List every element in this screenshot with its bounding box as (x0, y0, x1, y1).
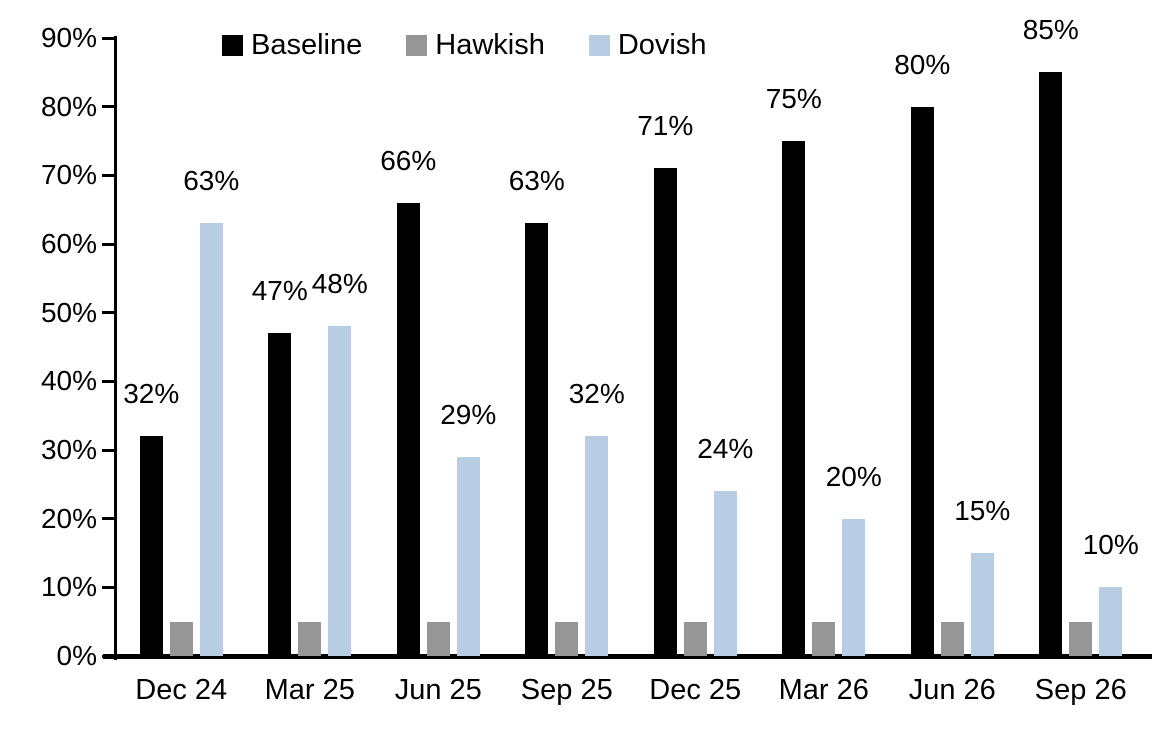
bar-dovish (970, 553, 994, 656)
legend-label: Hawkish (435, 29, 545, 61)
legend-item-hawkish: Hawkish (406, 29, 545, 61)
legend-swatch-baseline-icon (222, 34, 243, 56)
y-tick-mark (102, 585, 115, 589)
data-label-baseline: 85% (1022, 14, 1079, 46)
bar-hawkish (940, 621, 964, 656)
bar-dovish (328, 326, 352, 656)
bar-baseline (525, 223, 549, 656)
data-label-baseline: 47% (251, 275, 308, 307)
y-tick-label: 30% (40, 434, 97, 465)
legend-swatch-dovish-icon (588, 34, 610, 56)
bar-baseline (268, 333, 292, 656)
bar-dovish (842, 518, 866, 656)
x-category-label: Mar 26 (778, 674, 869, 706)
bar-baseline (1039, 72, 1063, 656)
legend-label: Dovish (617, 29, 707, 61)
y-tick-label: 10% (40, 571, 97, 603)
bar-baseline (782, 141, 806, 656)
y-tick-mark (102, 379, 115, 383)
data-label-baseline: 32% (123, 378, 180, 410)
y-tick-mark (102, 105, 115, 109)
x-category-label: Jun 26 (908, 674, 996, 706)
data-label-dovish: 32% (568, 378, 625, 410)
y-tick-label: 20% (40, 502, 97, 534)
x-axis-line (103, 654, 1152, 659)
data-label-baseline: 71% (637, 110, 694, 142)
y-tick-mark (102, 448, 115, 452)
y-tick-label: 50% (40, 296, 97, 328)
data-label-dovish: 48% (311, 268, 368, 300)
legend-label: Baseline (251, 29, 363, 61)
bar-hawkish (169, 621, 193, 656)
y-tick-label: 0% (56, 640, 97, 671)
data-label-baseline: 75% (765, 83, 822, 114)
y-tick-label: 70% (40, 159, 97, 191)
bar-dovish (199, 223, 223, 656)
bar-dovish (1099, 587, 1123, 656)
bar-baseline (396, 202, 420, 656)
data-label-baseline: 66% (380, 144, 437, 176)
bar-dovish (456, 456, 480, 656)
y-tick-label: 80% (40, 90, 97, 122)
bar-hawkish (1069, 621, 1093, 656)
bar-hawkish (683, 621, 707, 656)
x-category-label: Sep 26 (1034, 674, 1127, 706)
y-tick-mark (102, 173, 115, 177)
y-tick-mark (102, 517, 115, 521)
data-label-dovish: 20% (825, 460, 882, 492)
y-tick-label: 60% (40, 228, 97, 259)
data-label-dovish: 15% (954, 495, 1011, 526)
legend-swatch-hawkish-icon (406, 34, 428, 56)
data-label-dovish: 10% (1082, 529, 1139, 561)
x-category-label: Jun 25 (394, 674, 482, 706)
chart-legend: Baseline Hawkish Dovish (222, 29, 707, 61)
bar-baseline (653, 168, 677, 656)
data-label-baseline: 63% (508, 165, 565, 197)
y-axis-line (114, 36, 117, 660)
bar-hawkish (298, 621, 322, 656)
y-tick-label: 40% (40, 365, 97, 397)
bar-baseline (910, 106, 934, 656)
data-label-dovish: 29% (440, 398, 497, 430)
legend-item-dovish: Dovish (588, 29, 707, 61)
bar-hawkish (426, 621, 450, 656)
data-label-baseline: 80% (894, 48, 951, 80)
y-tick-mark (102, 242, 115, 246)
x-category-label: Dec 24 (135, 674, 228, 706)
data-label-dovish: 63% (183, 165, 240, 197)
legend-item-baseline: Baseline (222, 29, 362, 61)
x-category-label: Mar 25 (264, 674, 355, 706)
bar-hawkish (555, 621, 579, 656)
y-tick-mark (102, 311, 115, 315)
bar-hawkish (812, 621, 836, 656)
bar-dovish (713, 491, 737, 656)
x-category-label: Dec 25 (649, 674, 742, 706)
y-tick-mark (102, 36, 115, 40)
bar-baseline (139, 436, 163, 656)
bar-dovish (585, 436, 609, 656)
data-label-dovish: 24% (697, 433, 754, 465)
x-category-label: Sep 25 (520, 674, 613, 706)
y-tick-mark (102, 654, 115, 658)
y-tick-label: 90% (40, 22, 97, 53)
